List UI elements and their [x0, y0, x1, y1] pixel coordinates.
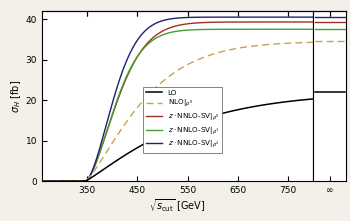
X-axis label: $\sqrt{s_{\mathrm{cut}}}$ [GeV]: $\sqrt{s_{\mathrm{cut}}}$ [GeV]	[149, 198, 206, 214]
Legend: LO, NLO$|_{\rho^0}$, $z\cdot$NNLO-SV$|_{\rho^0}$, $z\cdot$NNLO-SV$|_{\rho^1}$, $: LO, NLO$|_{\rho^0}$, $z\cdot$NNLO-SV$|_{…	[143, 87, 222, 153]
Y-axis label: $\sigma_H$ [fb]: $\sigma_H$ [fb]	[9, 80, 23, 113]
